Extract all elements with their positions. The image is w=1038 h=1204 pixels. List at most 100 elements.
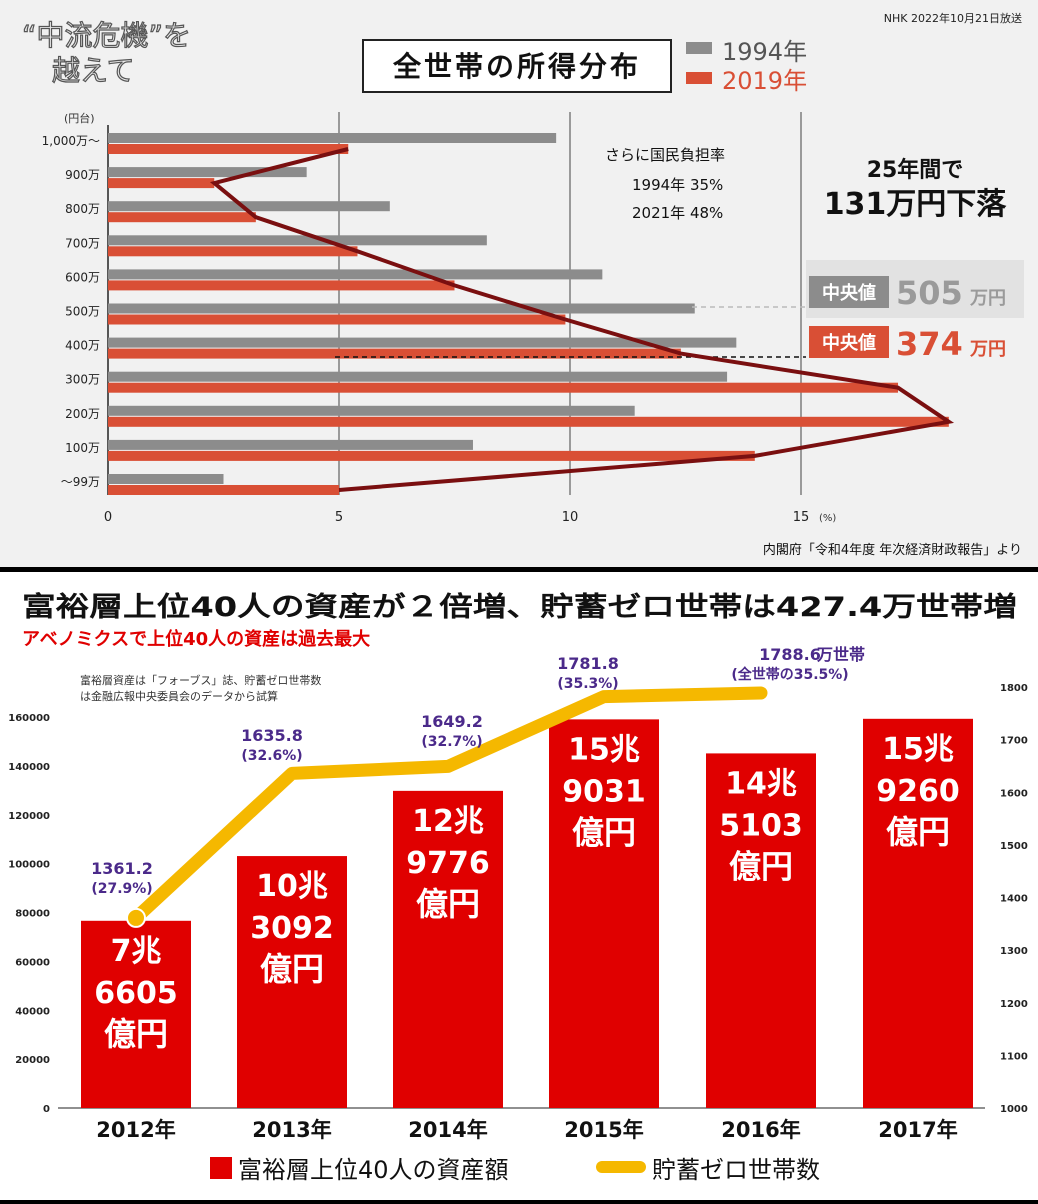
legend-line-label: 貯蓄ゼロ世帯数 [652, 1156, 820, 1184]
bar-1994 [108, 405, 635, 416]
bar-value-label: 15兆 [568, 732, 640, 767]
title-box [362, 39, 672, 93]
asset-bar [237, 856, 347, 1108]
median-2019-unit: 万円 [969, 339, 1006, 360]
y-category-label: 800万 [65, 202, 100, 216]
bar-2019 [108, 280, 455, 291]
x-tick-label: 10 [562, 510, 579, 525]
y-category-label: ～99万 [61, 475, 100, 489]
median-2019-value: 374 [896, 325, 963, 363]
bar-value-label: 5103 [719, 808, 803, 843]
bar-1994 [108, 167, 307, 178]
y-category-label: 200万 [65, 407, 100, 421]
x-axis-unit: (%) [819, 513, 836, 524]
median-2019-badge-label: 中央値 [822, 332, 876, 354]
bar-1994 [108, 303, 695, 314]
program-logo-line2: 越えて [52, 54, 135, 87]
point-share-label: (32.7%) [421, 734, 482, 750]
bar-value-label: 3092 [250, 911, 334, 946]
x-tick-label: 5 [335, 510, 343, 525]
bar-value-label: 6605 [94, 976, 178, 1011]
y-category-label: 900万 [65, 168, 100, 182]
median-1994-unit: 万円 [969, 288, 1006, 309]
x-category-label: 2013年 [252, 1118, 331, 1142]
legend-swatch-2019 [686, 72, 712, 84]
x-category-label: 2017年 [878, 1118, 957, 1142]
asset-bar [393, 790, 503, 1108]
asset-bar [706, 753, 816, 1108]
bar-value-label: 9776 [406, 846, 490, 881]
bar-2019 [108, 450, 755, 461]
y-category-label: 1,000万～ [42, 134, 100, 148]
bar-1994 [108, 439, 473, 450]
zero-savings-line [129, 686, 768, 925]
left-y-tick-label: 120000 [8, 811, 50, 822]
left-y-tick-label: 60000 [15, 957, 50, 968]
left-y-tick-label: 80000 [15, 909, 50, 920]
point-unit-label: 万世帯 [816, 645, 865, 664]
asset-bar [549, 719, 659, 1108]
right-y-tick-label: 1500 [1000, 841, 1028, 852]
bar-2019 [108, 382, 899, 393]
burden-note-title: さらに国民負担率 [605, 146, 725, 164]
y-axis-unit: (円台) [64, 111, 95, 125]
bar-value-label: 9031 [562, 774, 646, 809]
bar-value-label: 億円 [260, 950, 324, 988]
bar-value-label: 億円 [886, 813, 950, 851]
bottom-chart-subtitle: アベノミクスで上位40人の資産は過去最大 [22, 628, 370, 650]
point-share-label: (35.3%) [557, 676, 618, 692]
bar-value-label: 億円 [572, 813, 636, 851]
asset-bar [863, 718, 973, 1108]
top-source-citation: 内閣府「令和4年度 年次経済財政報告」より [763, 542, 1022, 558]
asset-bar [81, 920, 191, 1108]
x-tick-label: 0 [104, 510, 112, 525]
top-bars [108, 133, 949, 495]
legend-bar-swatch [210, 1157, 232, 1179]
burden-note-2021: 2021年 48% [632, 204, 723, 222]
right-y-tick-label: 1000 [1000, 1104, 1028, 1115]
bar-value-label: 億円 [729, 847, 793, 885]
top-axis-labels: 0 5 10 15 1,000万～ 900万 800万 700万 600万 500万 400万 300… [42, 134, 810, 525]
bar-1994 [108, 133, 557, 143]
point-value-label: 1781.8 [557, 654, 619, 673]
bar-value-label: 9260 [876, 774, 960, 809]
bar-value-label: 億円 [104, 1015, 168, 1053]
bottom-line-series: 1361.2 (27.9%) 1635.8 (32.6%) 1649.2 (32.7%) 1… [91, 645, 865, 928]
program-logo-line1: “中流危機”を [22, 19, 191, 52]
bar-2019 [108, 485, 339, 495]
bar-value-label: 15兆 [882, 732, 954, 767]
right-y-tick-label: 1600 [1000, 788, 1028, 799]
bottom-data-note-line1: 富裕層資産は「フォーブス」誌、貯蓄ゼロ世帯数 [80, 673, 321, 687]
y-category-label: 400万 [65, 339, 100, 353]
point-share-label: (27.9%) [91, 881, 152, 897]
bar-value-label: 14兆 [725, 766, 797, 801]
x-category-label: 2015年 [564, 1118, 643, 1142]
point-share-label: (全世帯の35.5%) [731, 666, 848, 683]
left-y-tick-label: 0 [43, 1104, 50, 1115]
bar-1994 [108, 235, 487, 246]
drop-text-line1: 25年間で [867, 157, 964, 183]
legend-swatch-1994 [686, 42, 712, 54]
y-category-label: 500万 [65, 305, 100, 319]
y-category-label: 100万 [65, 441, 100, 455]
y-category-label: 300万 [65, 373, 100, 387]
right-y-tick-label: 1300 [1000, 946, 1028, 957]
broadcast-source: NHK 2022年10月21日放送 [884, 11, 1022, 25]
legend-label-1994: 1994年 [722, 38, 807, 66]
point-share-label: (32.6%) [241, 748, 302, 764]
point-value-label: 1649.2 [421, 712, 483, 731]
bar-1994 [108, 371, 728, 382]
y-category-label: 600万 [65, 270, 100, 284]
left-y-tick-label: 20000 [15, 1055, 50, 1066]
bottom-axes: 0 20000 40000 60000 80000 100000 120000 140000 1… [8, 683, 1028, 1142]
burden-note-1994: 1994年 35% [632, 176, 723, 194]
bar-2019 [108, 416, 949, 427]
left-y-tick-label: 40000 [15, 1006, 50, 1017]
bottom-chart-title: 富裕層上位40人の資産が２倍増、貯蓄ゼロ世帯は427.4万世帯増 [22, 591, 1017, 623]
x-category-label: 2016年 [721, 1118, 800, 1142]
median-1994-value: 505 [896, 274, 963, 312]
legend-bar-label: 富裕層上位40人の資産額 [238, 1156, 509, 1184]
median-1994-badge [809, 276, 889, 308]
bar-2019 [108, 348, 681, 359]
